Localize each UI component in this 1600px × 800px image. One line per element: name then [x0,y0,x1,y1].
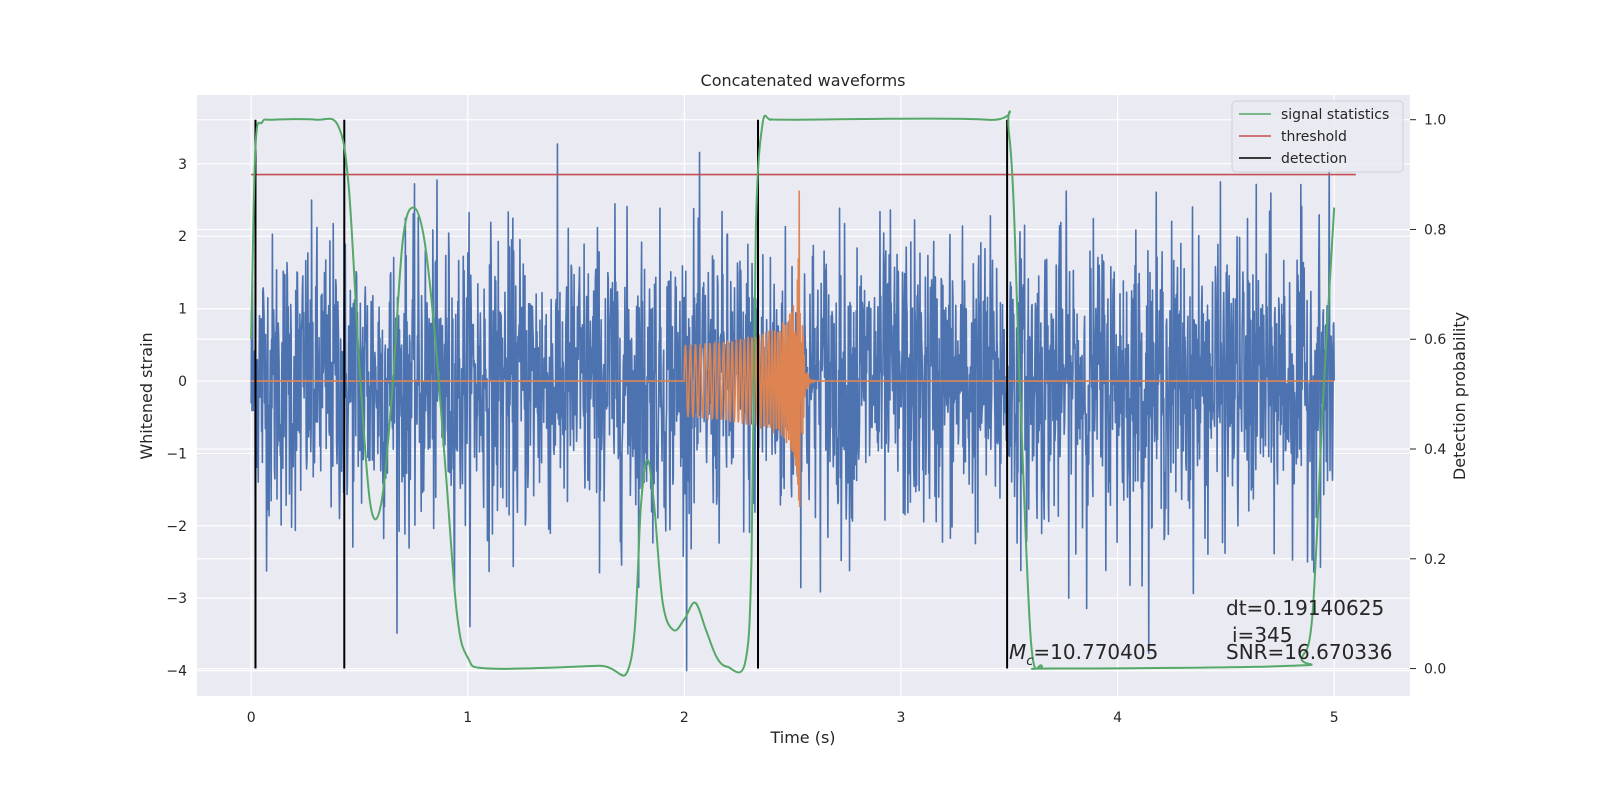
annotation-index: i=345 [1232,623,1293,647]
legend-label-threshold: threshold [1281,129,1347,145]
legend: signal statistics threshold detection [1231,100,1404,173]
y-right-tick-label: 0.8 [1424,222,1446,238]
legend-box [1231,100,1404,173]
x-tick-label: 4 [1113,710,1122,726]
x-tick-label: 5 [1330,710,1339,726]
y-tick-label: −3 [166,591,187,607]
signal-statistics-line [250,110,1336,677]
annotation-chirp-mass-value: =10.770405 [1033,640,1158,664]
x-tick-label: 2 [680,710,689,726]
x-axis-ticks: 0 1 2 3 4 5 [247,710,1339,726]
y-tick-label: 2 [178,229,187,245]
x-tick-label: 0 [247,710,256,726]
annotation-dt: dt=0.19140625 [1226,596,1384,620]
y-tick-label: 0 [178,374,187,390]
chart-title: Concatenated waveforms [701,71,906,90]
y-right-tick-label: 0.6 [1424,332,1446,348]
x-axis-label: Time (s) [769,728,835,747]
series-template-waveform [251,190,1335,507]
y-tick-label: −1 [166,446,187,462]
x-tick-label: 3 [897,710,906,726]
template-waveform-line [251,190,1335,507]
y-right-tick-label: 1.0 [1424,113,1446,129]
y-right-tick-label: 0.2 [1424,552,1446,568]
y-tick-label: −2 [166,519,187,535]
y-right-tick-label: 0.4 [1424,442,1446,458]
y-tick-label: 3 [178,157,187,173]
series-detection [254,119,1009,669]
x-tick-label: 1 [463,710,472,726]
legend-label-signal-statistics: signal statistics [1281,107,1389,123]
y-axis-right-ticks: 0.0 0.2 0.4 0.6 0.8 1.0 [1410,113,1446,678]
y-right-tick-label: 0.0 [1424,662,1446,678]
annotation-chirp-mass-symbol: M [1009,640,1026,664]
annotation-chirp-mass-subscript: c [1026,654,1033,669]
annotation-snr: SNR=16.670336 [1226,640,1392,664]
y-axis-left-ticks: −4 −3 −2 −1 0 1 2 3 [166,157,187,680]
series-signal-statistics [250,110,1336,677]
y-axis-right-label: Detection probability [1450,312,1469,480]
y-tick-label: −4 [166,664,187,680]
y-tick-label: 1 [178,302,187,318]
annotation-chirp-mass: Mc=10.770405 [1009,640,1158,669]
y-axis-label: Whitened strain [137,332,156,459]
legend-label-detection: detection [1281,151,1347,167]
